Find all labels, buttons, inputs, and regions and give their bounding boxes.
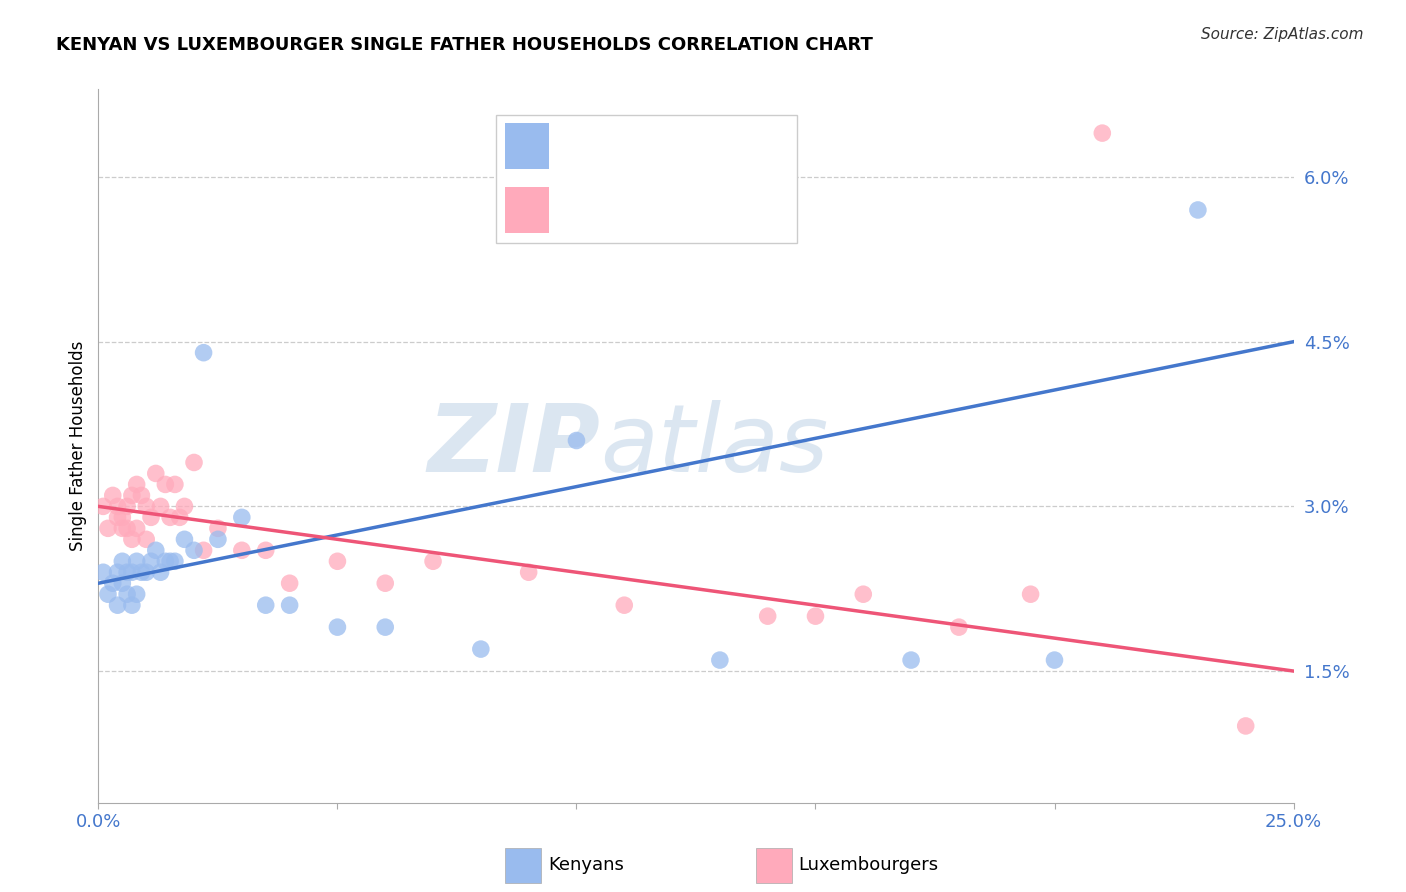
Point: [852, 587, 875, 601]
Point: [326, 620, 349, 634]
Point: [804, 609, 827, 624]
Point: [155, 554, 177, 568]
Text: atlas: atlas: [600, 401, 828, 491]
Point: [207, 521, 229, 535]
Point: [470, 642, 492, 657]
Point: [756, 609, 779, 624]
Point: [115, 566, 138, 580]
Point: [231, 510, 253, 524]
Point: [111, 554, 134, 568]
Point: [709, 653, 731, 667]
Point: [121, 566, 143, 580]
Point: [159, 554, 181, 568]
Point: [163, 554, 186, 568]
Point: [155, 477, 177, 491]
Point: [125, 521, 148, 535]
Point: [111, 521, 134, 535]
Point: [115, 521, 138, 535]
Point: [900, 653, 922, 667]
Point: [125, 587, 148, 601]
Point: [97, 587, 120, 601]
Text: ZIP: ZIP: [427, 400, 600, 492]
Point: [107, 566, 129, 580]
Point: [159, 510, 181, 524]
Point: [131, 488, 153, 502]
Text: KENYAN VS LUXEMBOURGER SINGLE FATHER HOUSEHOLDS CORRELATION CHART: KENYAN VS LUXEMBOURGER SINGLE FATHER HOU…: [56, 36, 873, 54]
Point: [948, 620, 970, 634]
Point: [254, 543, 277, 558]
Point: [101, 576, 124, 591]
Point: [231, 543, 253, 558]
Point: [1091, 126, 1114, 140]
Point: [163, 477, 186, 491]
Point: [121, 488, 143, 502]
Point: [1187, 202, 1209, 217]
Point: [374, 620, 396, 634]
Point: [107, 500, 129, 514]
Point: [115, 500, 138, 514]
Point: [173, 500, 195, 514]
Point: [107, 510, 129, 524]
Point: [173, 533, 195, 547]
Point: [254, 598, 277, 612]
Point: [183, 455, 205, 469]
Point: [121, 533, 143, 547]
Point: [145, 467, 167, 481]
Point: [125, 554, 148, 568]
Point: [613, 598, 636, 612]
Point: [169, 510, 191, 524]
Point: [115, 587, 138, 601]
Text: Source: ZipAtlas.com: Source: ZipAtlas.com: [1201, 27, 1364, 42]
Point: [91, 500, 114, 514]
Point: [91, 566, 114, 580]
Point: [111, 510, 134, 524]
Point: [101, 488, 124, 502]
Point: [565, 434, 588, 448]
Point: [135, 500, 157, 514]
Point: [207, 533, 229, 547]
Point: [139, 554, 162, 568]
Point: [149, 500, 172, 514]
Point: [135, 533, 157, 547]
Point: [517, 566, 540, 580]
Point: [193, 345, 215, 359]
Point: [149, 566, 172, 580]
Point: [1234, 719, 1257, 733]
Point: [125, 477, 148, 491]
Point: [193, 543, 215, 558]
Point: [422, 554, 444, 568]
Point: [107, 598, 129, 612]
Point: [326, 554, 349, 568]
Point: [374, 576, 396, 591]
Point: [145, 543, 167, 558]
Point: [1019, 587, 1042, 601]
Point: [278, 598, 301, 612]
Point: [278, 576, 301, 591]
Point: [131, 566, 153, 580]
Point: [183, 543, 205, 558]
Point: [139, 510, 162, 524]
Y-axis label: Single Father Households: Single Father Households: [69, 341, 87, 551]
Point: [135, 566, 157, 580]
Point: [121, 598, 143, 612]
Point: [111, 576, 134, 591]
Point: [97, 521, 120, 535]
Point: [1043, 653, 1066, 667]
